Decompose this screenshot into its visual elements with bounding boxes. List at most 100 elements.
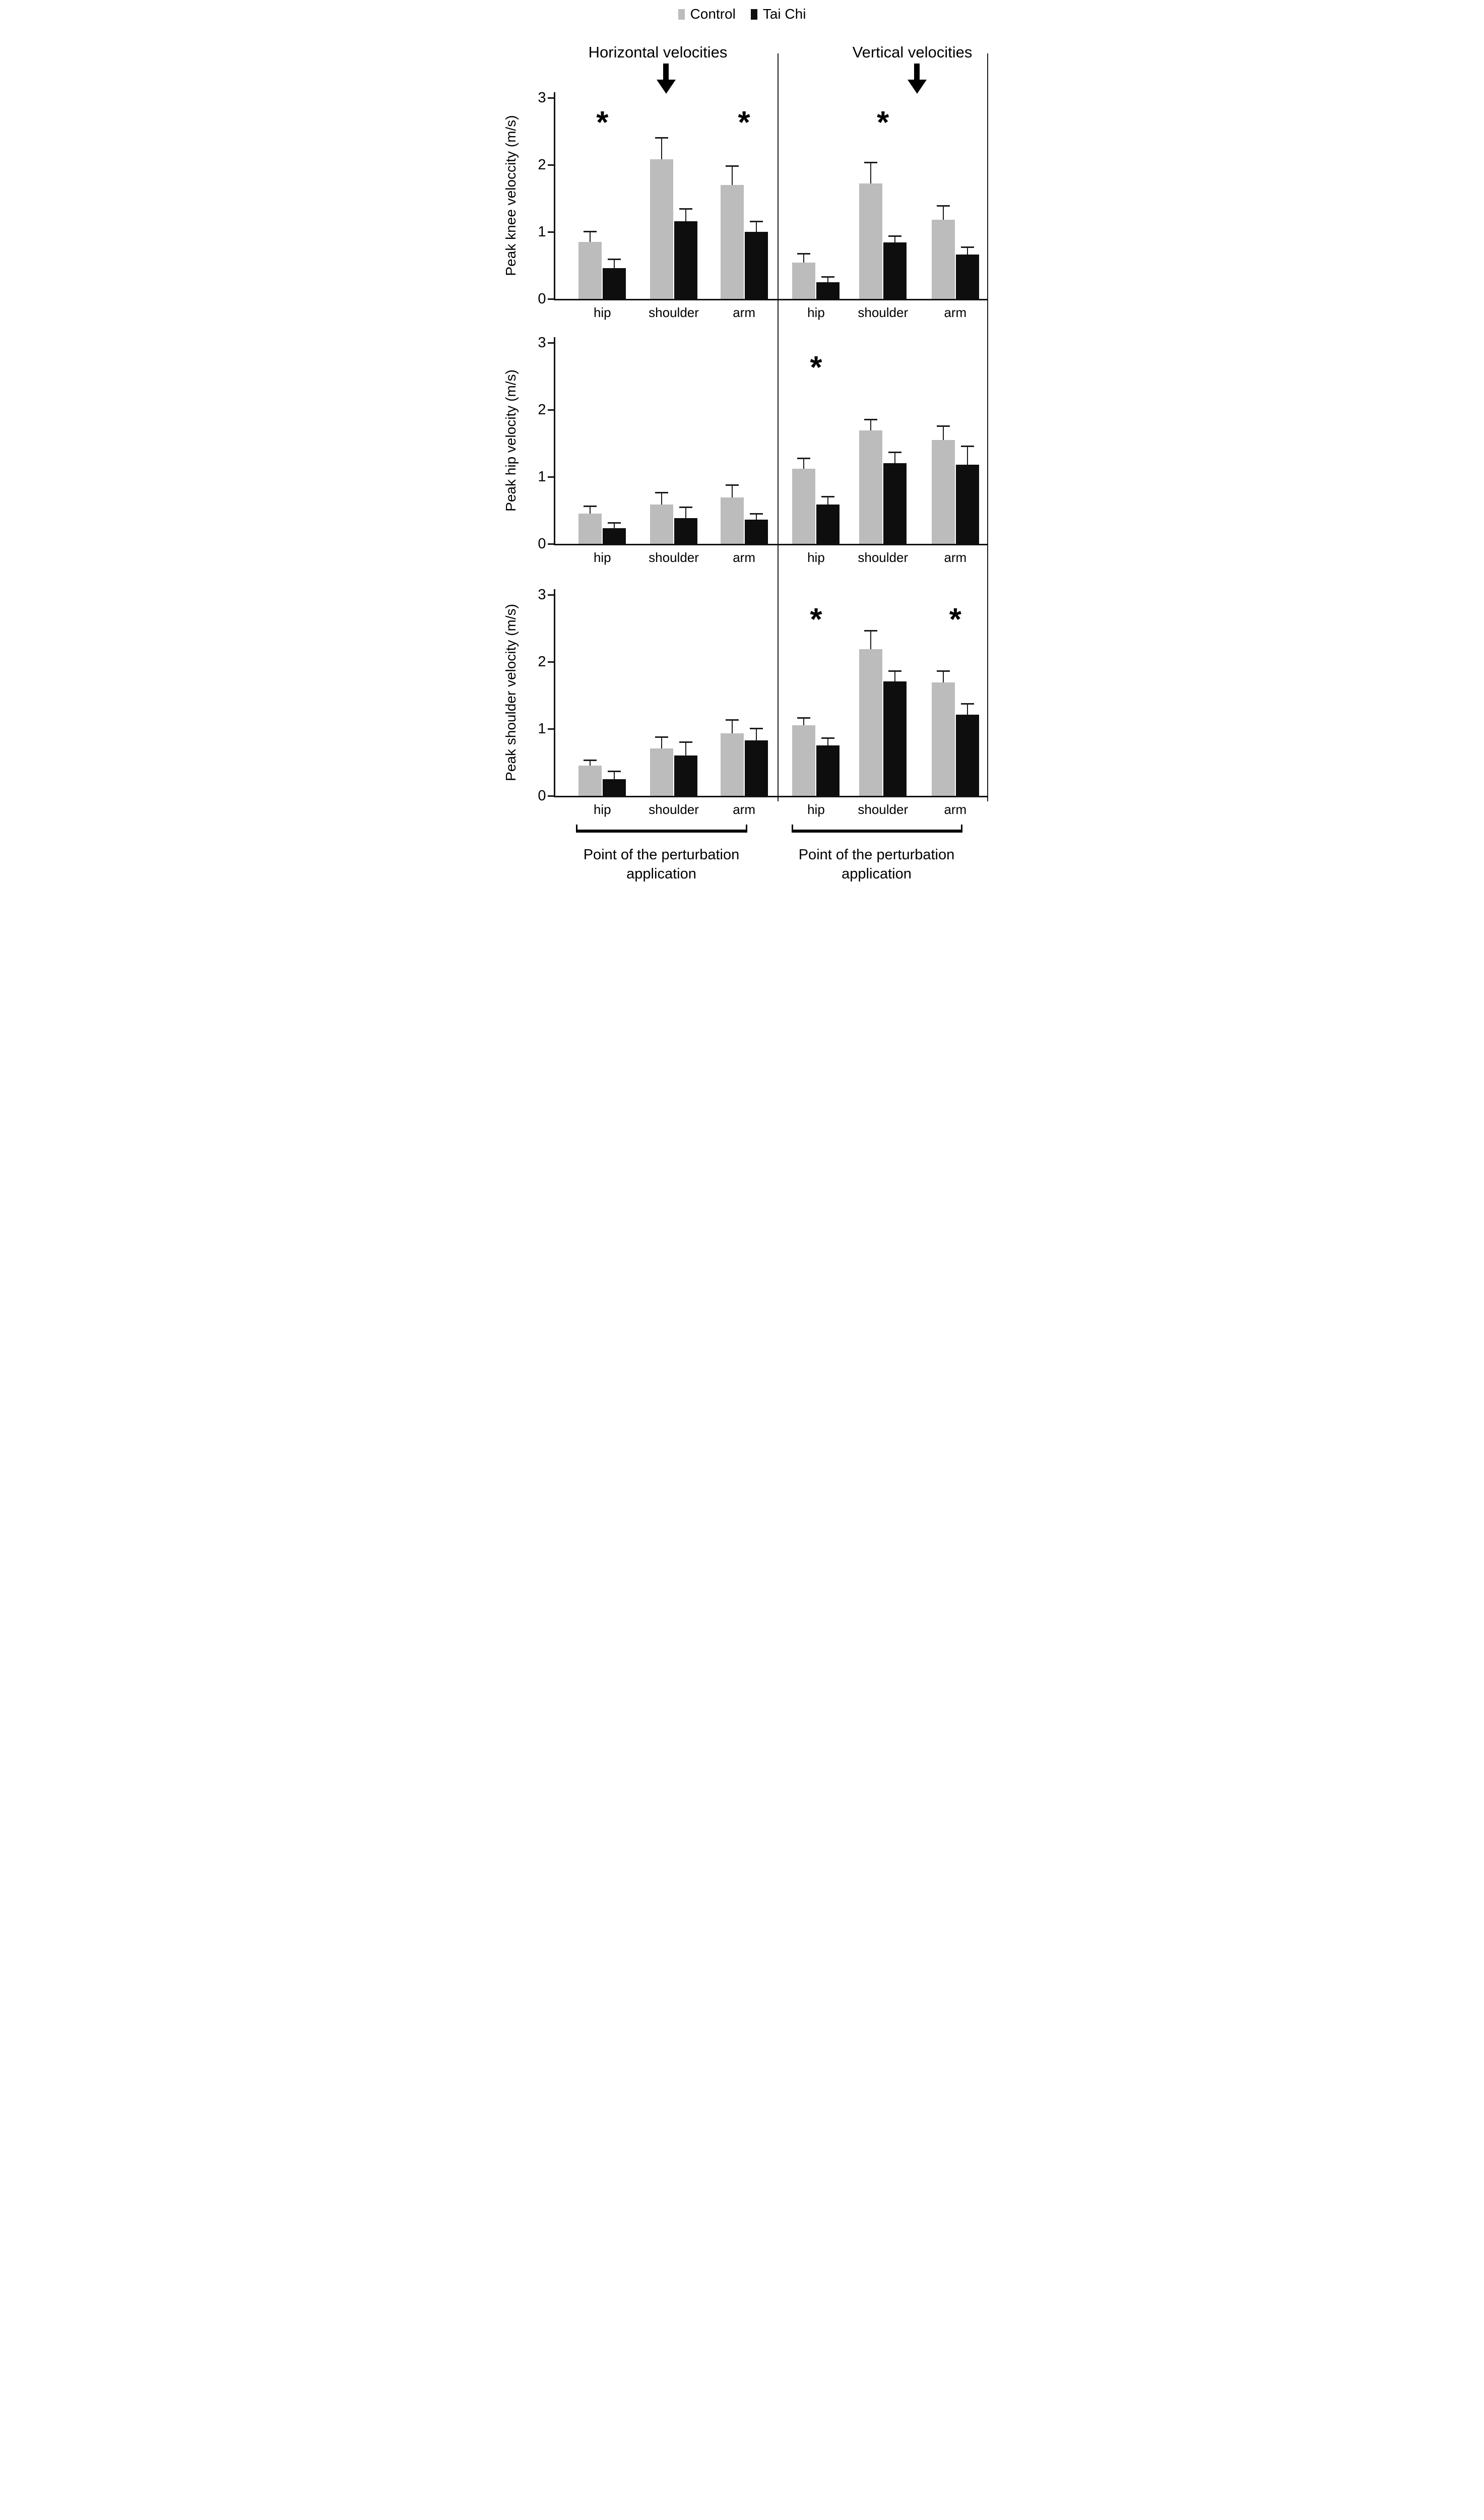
y-tick-label: 2 bbox=[538, 402, 546, 418]
error-bar-cap bbox=[864, 162, 878, 163]
error-bar-line bbox=[870, 163, 872, 184]
y-axis-tick bbox=[547, 342, 554, 344]
x-category-label: hip bbox=[593, 802, 611, 817]
error-bar-cap bbox=[608, 522, 621, 524]
error-bar-line bbox=[803, 718, 805, 726]
error-bar-cap bbox=[960, 703, 974, 705]
error-bar-line bbox=[614, 772, 615, 779]
bar-taichi-arm bbox=[955, 255, 979, 299]
x-category-label: arm bbox=[944, 305, 967, 320]
bar-control-hip bbox=[578, 241, 602, 299]
bar-control-arm bbox=[720, 184, 744, 299]
significance-asterisk: * bbox=[810, 350, 822, 385]
error-bar-cap bbox=[679, 507, 693, 509]
bar-taichi-arm bbox=[744, 232, 768, 299]
error-bar-cap bbox=[864, 629, 878, 632]
error-bar-cap bbox=[725, 484, 739, 486]
error-bar-line bbox=[755, 729, 757, 740]
error-bar-line bbox=[590, 760, 591, 766]
significance-asterisk: * bbox=[877, 105, 889, 140]
arrow-shaft bbox=[914, 64, 920, 80]
x-category-label: arm bbox=[944, 802, 967, 817]
error-bar-cap bbox=[725, 719, 739, 721]
error-bar-line bbox=[661, 138, 663, 160]
bar-taichi-hip bbox=[816, 282, 840, 299]
error-bar-cap bbox=[821, 737, 835, 739]
error-bar-cap bbox=[608, 771, 621, 773]
error-bar-line bbox=[870, 419, 872, 431]
error-bar-line bbox=[685, 209, 687, 221]
x-category-label: hip bbox=[593, 550, 611, 565]
error-bar-line bbox=[966, 704, 968, 715]
footer-caption-left: Point of the perturbation application bbox=[553, 846, 770, 884]
error-bar-line bbox=[590, 232, 591, 242]
x-category-label: hip bbox=[593, 305, 611, 320]
error-bar-line bbox=[661, 492, 663, 505]
velocity-bar-chart-figure: Control Tai Chi Horizontal velocities Ve… bbox=[494, 0, 990, 902]
bar-control-hip bbox=[792, 725, 816, 796]
error-bar-cap bbox=[655, 491, 669, 493]
x-category-label: arm bbox=[733, 305, 755, 320]
error-bar-line bbox=[942, 671, 944, 683]
x-category-label: hip bbox=[807, 802, 825, 817]
legend: Control Tai Chi bbox=[495, 6, 990, 22]
significance-asterisk: * bbox=[596, 105, 609, 140]
error-bar-line bbox=[942, 206, 944, 220]
bar-taichi-shoulder bbox=[674, 221, 698, 299]
y-tick-label: 2 bbox=[538, 157, 546, 173]
error-bar-line bbox=[685, 742, 687, 756]
bar-taichi-hip bbox=[603, 528, 626, 544]
x-category-label: shoulder bbox=[649, 305, 699, 320]
y-axis-tick bbox=[547, 594, 554, 596]
x-category-label: shoulder bbox=[649, 802, 699, 817]
y-tick-label: 3 bbox=[538, 90, 546, 106]
bar-taichi-hip bbox=[816, 504, 840, 544]
error-bar-line bbox=[894, 671, 896, 681]
error-bar-cap bbox=[888, 452, 902, 454]
bar-taichi-hip bbox=[816, 745, 840, 796]
x-axis-line bbox=[553, 299, 988, 300]
error-bar-cap bbox=[888, 235, 902, 237]
error-bar-line bbox=[731, 166, 733, 185]
error-bar-line bbox=[731, 485, 733, 498]
legend-item-control: Control bbox=[678, 6, 736, 22]
bar-control-shoulder bbox=[650, 748, 674, 796]
legend-item-taichi: Tai Chi bbox=[750, 6, 806, 22]
error-bar-line bbox=[731, 720, 733, 734]
bar-taichi-shoulder bbox=[674, 755, 698, 796]
error-bar-cap bbox=[888, 670, 902, 672]
bar-control-hip bbox=[578, 514, 602, 544]
column-divider-line bbox=[777, 53, 779, 801]
error-bar-cap bbox=[749, 513, 763, 515]
y-axis-tick bbox=[547, 795, 554, 797]
y-axis-tick bbox=[547, 97, 554, 99]
bar-taichi-hip bbox=[603, 779, 626, 796]
error-bar-line bbox=[827, 738, 829, 746]
bar-taichi-hip bbox=[603, 268, 626, 299]
error-bar-cap bbox=[655, 137, 669, 139]
arrow-head bbox=[907, 80, 927, 94]
x-category-label: shoulder bbox=[858, 802, 909, 817]
error-bar-line bbox=[755, 514, 757, 520]
bar-control-shoulder bbox=[859, 430, 883, 544]
bar-control-arm bbox=[931, 682, 955, 796]
y-axis-line bbox=[553, 337, 555, 545]
error-bar-cap bbox=[749, 728, 763, 729]
bar-control-hip bbox=[792, 263, 816, 299]
error-bar-cap bbox=[960, 446, 974, 448]
x-category-label: hip bbox=[807, 550, 825, 565]
error-bar-line bbox=[827, 496, 829, 505]
arrow-shaft bbox=[663, 64, 669, 80]
footer-caption-line2: application bbox=[626, 865, 696, 882]
error-bar-line bbox=[942, 426, 944, 440]
x-category-label: shoulder bbox=[649, 550, 699, 565]
footer-caption-line1: Point of the perturbation bbox=[798, 847, 955, 863]
error-bar-cap bbox=[936, 670, 950, 672]
significance-asterisk: * bbox=[810, 602, 822, 637]
x-category-label: shoulder bbox=[858, 305, 909, 320]
right-border-line bbox=[987, 53, 988, 801]
down-arrow-icon bbox=[656, 64, 676, 94]
bar-control-arm bbox=[720, 497, 744, 544]
error-bar-cap bbox=[584, 759, 597, 761]
error-bar-cap bbox=[936, 425, 950, 427]
